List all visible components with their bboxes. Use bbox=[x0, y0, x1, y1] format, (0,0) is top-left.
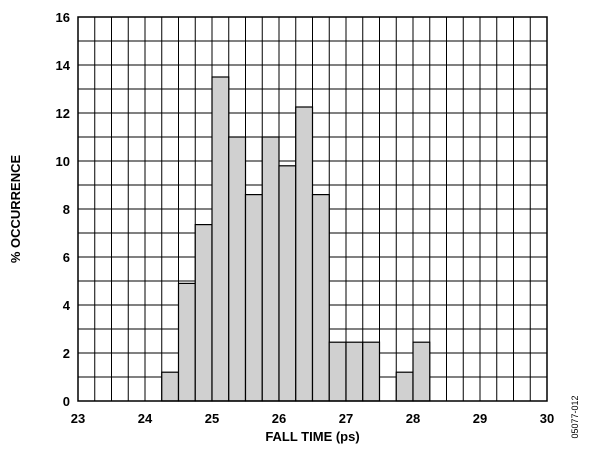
y-tick-label: 14 bbox=[56, 58, 71, 73]
y-tick-labels: 0 2 4 6 8 10 12 14 16 bbox=[56, 10, 71, 409]
x-tick-label: 29 bbox=[473, 411, 487, 426]
histogram-bar bbox=[328, 341, 347, 402]
y-tick-label: 8 bbox=[63, 202, 70, 217]
histogram-bar bbox=[278, 165, 297, 402]
x-tick-label: 28 bbox=[406, 411, 420, 426]
x-tick-label: 27 bbox=[339, 411, 353, 426]
y-tick-label: 10 bbox=[56, 154, 70, 169]
y-tick-label: 16 bbox=[56, 10, 70, 25]
histogram-bar bbox=[362, 341, 381, 402]
histogram-bar bbox=[261, 136, 280, 402]
x-tick-label: 25 bbox=[205, 411, 219, 426]
histogram-bar bbox=[177, 282, 196, 402]
histogram-bar bbox=[211, 76, 230, 402]
histogram-bar bbox=[311, 194, 330, 402]
histogram-bar bbox=[295, 106, 314, 402]
x-tick-label: 26 bbox=[272, 411, 286, 426]
figure-id: 05077-012 bbox=[570, 395, 580, 438]
x-tick-label: 24 bbox=[138, 411, 153, 426]
x-axis-title: FALL TIME (ps) bbox=[265, 429, 359, 444]
y-tick-label: 4 bbox=[63, 298, 71, 313]
histogram-bar bbox=[345, 341, 364, 402]
y-tick-label: 6 bbox=[63, 250, 70, 265]
x-tick-labels: 23 24 25 26 27 28 29 30 bbox=[71, 411, 554, 426]
y-tick-label: 12 bbox=[56, 106, 70, 121]
histogram-bar bbox=[395, 371, 414, 402]
y-tick-label: 2 bbox=[63, 346, 70, 361]
histogram-bar bbox=[412, 341, 431, 402]
x-tick-label: 30 bbox=[540, 411, 554, 426]
y-axis-title: % OCCURRENCE bbox=[8, 155, 23, 264]
plot-frame bbox=[77, 16, 548, 402]
histogram-bar bbox=[194, 224, 213, 402]
x-tick-label: 23 bbox=[71, 411, 85, 426]
histogram-bar bbox=[161, 371, 180, 402]
y-tick-label: 0 bbox=[63, 394, 70, 409]
histogram-bar bbox=[244, 194, 263, 402]
histogram-bar bbox=[228, 136, 247, 402]
bars bbox=[161, 76, 431, 402]
